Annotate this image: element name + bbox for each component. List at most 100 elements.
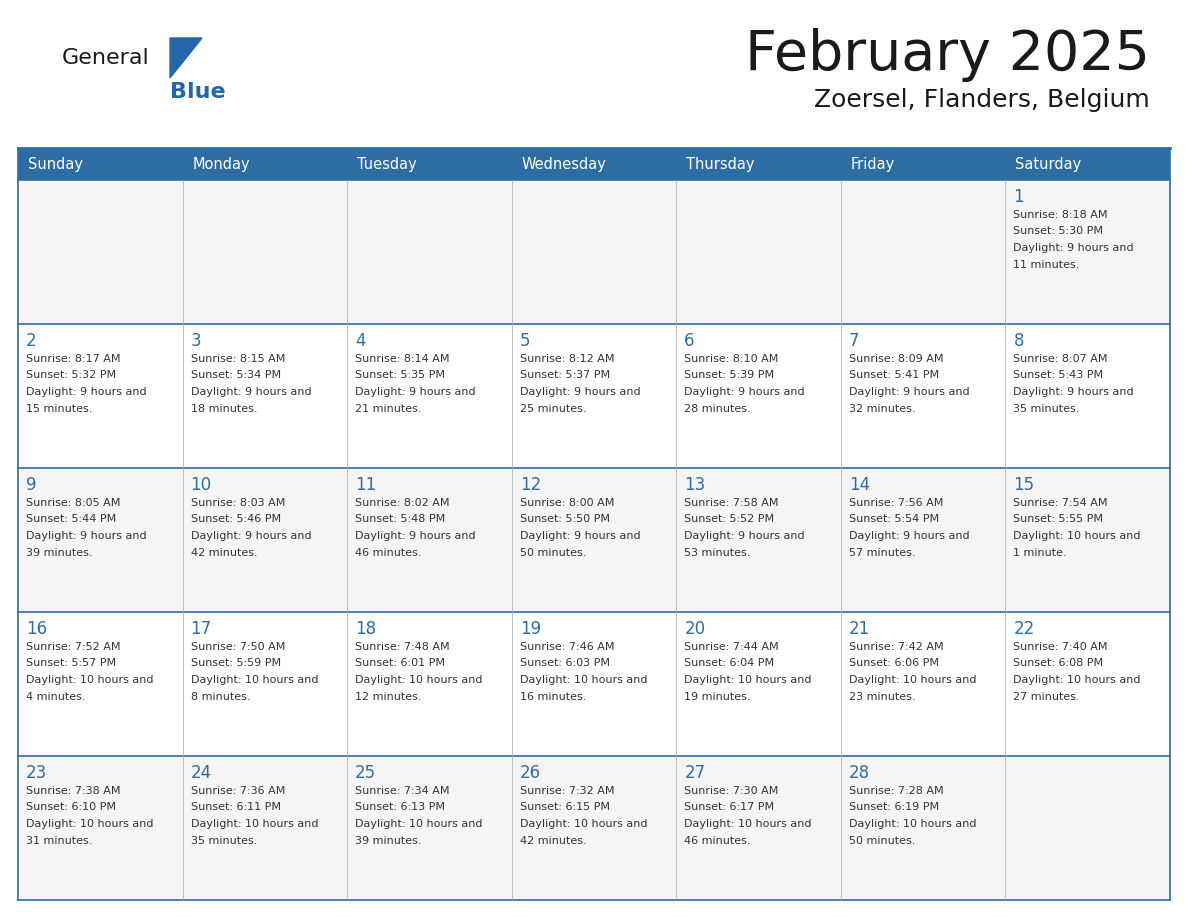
- Text: Daylight: 10 hours and: Daylight: 10 hours and: [1013, 531, 1140, 541]
- Text: Sunset: 5:52 PM: Sunset: 5:52 PM: [684, 514, 775, 524]
- Text: Sunset: 6:10 PM: Sunset: 6:10 PM: [26, 802, 116, 812]
- Text: Sunrise: 7:40 AM: Sunrise: 7:40 AM: [1013, 642, 1108, 652]
- Bar: [18, 148, 183, 180]
- Text: Sunset: 6:13 PM: Sunset: 6:13 PM: [355, 802, 446, 812]
- Text: Sunrise: 8:18 AM: Sunrise: 8:18 AM: [1013, 210, 1108, 220]
- Text: Tuesday: Tuesday: [358, 156, 417, 172]
- Text: Thursday: Thursday: [687, 156, 754, 172]
- Text: 18: 18: [355, 620, 377, 638]
- Text: 16 minutes.: 16 minutes.: [519, 691, 586, 701]
- Bar: [183, 148, 347, 180]
- Text: Daylight: 10 hours and: Daylight: 10 hours and: [355, 819, 482, 829]
- Bar: [18, 324, 1170, 468]
- Text: 39 minutes.: 39 minutes.: [355, 835, 422, 845]
- Text: Monday: Monday: [192, 156, 251, 172]
- Text: Sunset: 5:43 PM: Sunset: 5:43 PM: [1013, 371, 1104, 380]
- Text: 35 minutes.: 35 minutes.: [190, 835, 257, 845]
- Text: 15: 15: [1013, 476, 1035, 494]
- Text: 6: 6: [684, 332, 695, 350]
- Text: 4: 4: [355, 332, 366, 350]
- Text: Saturday: Saturday: [1016, 156, 1082, 172]
- Text: Sunset: 5:35 PM: Sunset: 5:35 PM: [355, 371, 446, 380]
- Text: Sunset: 5:54 PM: Sunset: 5:54 PM: [849, 514, 939, 524]
- Text: Sunrise: 8:05 AM: Sunrise: 8:05 AM: [26, 498, 120, 508]
- Bar: [18, 468, 1170, 612]
- Text: 21: 21: [849, 620, 870, 638]
- Text: Sunrise: 7:56 AM: Sunrise: 7:56 AM: [849, 498, 943, 508]
- Text: Sunset: 5:37 PM: Sunset: 5:37 PM: [519, 371, 609, 380]
- Text: Zoersel, Flanders, Belgium: Zoersel, Flanders, Belgium: [814, 88, 1150, 112]
- Text: Daylight: 9 hours and: Daylight: 9 hours and: [849, 531, 969, 541]
- Text: Sunrise: 7:34 AM: Sunrise: 7:34 AM: [355, 786, 449, 796]
- Text: 12 minutes.: 12 minutes.: [355, 691, 422, 701]
- Text: 16: 16: [26, 620, 48, 638]
- Text: Sunset: 6:04 PM: Sunset: 6:04 PM: [684, 658, 775, 668]
- Text: Sunrise: 8:02 AM: Sunrise: 8:02 AM: [355, 498, 449, 508]
- Text: Daylight: 9 hours and: Daylight: 9 hours and: [849, 387, 969, 397]
- Text: Daylight: 10 hours and: Daylight: 10 hours and: [684, 675, 811, 685]
- Text: Daylight: 10 hours and: Daylight: 10 hours and: [849, 675, 977, 685]
- Text: 11: 11: [355, 476, 377, 494]
- Text: 18 minutes.: 18 minutes.: [190, 404, 257, 413]
- Text: Sunrise: 8:00 AM: Sunrise: 8:00 AM: [519, 498, 614, 508]
- Text: Sunrise: 7:44 AM: Sunrise: 7:44 AM: [684, 642, 779, 652]
- Text: Sunset: 5:57 PM: Sunset: 5:57 PM: [26, 658, 116, 668]
- Text: Sunday: Sunday: [29, 156, 83, 172]
- Text: Sunset: 6:08 PM: Sunset: 6:08 PM: [1013, 658, 1104, 668]
- Text: February 2025: February 2025: [745, 28, 1150, 82]
- Text: Sunset: 5:30 PM: Sunset: 5:30 PM: [1013, 227, 1104, 237]
- Text: Sunrise: 7:46 AM: Sunrise: 7:46 AM: [519, 642, 614, 652]
- Text: 15 minutes.: 15 minutes.: [26, 404, 93, 413]
- Bar: [18, 180, 1170, 324]
- Text: 46 minutes.: 46 minutes.: [355, 547, 422, 557]
- Text: Sunrise: 7:52 AM: Sunrise: 7:52 AM: [26, 642, 120, 652]
- Text: 42 minutes.: 42 minutes.: [190, 547, 257, 557]
- Text: Sunset: 6:03 PM: Sunset: 6:03 PM: [519, 658, 609, 668]
- Text: Daylight: 9 hours and: Daylight: 9 hours and: [190, 387, 311, 397]
- Text: Sunrise: 7:48 AM: Sunrise: 7:48 AM: [355, 642, 450, 652]
- Text: Daylight: 10 hours and: Daylight: 10 hours and: [684, 819, 811, 829]
- Bar: [841, 148, 1005, 180]
- Text: Daylight: 10 hours and: Daylight: 10 hours and: [26, 675, 153, 685]
- Text: 50 minutes.: 50 minutes.: [519, 547, 586, 557]
- Text: 25 minutes.: 25 minutes.: [519, 404, 586, 413]
- Text: Sunset: 6:19 PM: Sunset: 6:19 PM: [849, 802, 939, 812]
- Text: Daylight: 10 hours and: Daylight: 10 hours and: [26, 819, 153, 829]
- Text: Sunset: 6:17 PM: Sunset: 6:17 PM: [684, 802, 775, 812]
- Text: 24: 24: [190, 764, 211, 782]
- Text: Daylight: 9 hours and: Daylight: 9 hours and: [190, 531, 311, 541]
- Text: Sunrise: 7:38 AM: Sunrise: 7:38 AM: [26, 786, 120, 796]
- Text: Wednesday: Wednesday: [522, 156, 607, 172]
- Text: 8 minutes.: 8 minutes.: [190, 691, 249, 701]
- Text: 11 minutes.: 11 minutes.: [1013, 260, 1080, 270]
- Text: 5: 5: [519, 332, 530, 350]
- Text: Sunrise: 8:14 AM: Sunrise: 8:14 AM: [355, 354, 449, 364]
- Text: 13: 13: [684, 476, 706, 494]
- Text: 19 minutes.: 19 minutes.: [684, 691, 751, 701]
- Bar: [1005, 148, 1170, 180]
- Text: Sunrise: 7:28 AM: Sunrise: 7:28 AM: [849, 786, 943, 796]
- Text: 20: 20: [684, 620, 706, 638]
- Text: Sunrise: 7:36 AM: Sunrise: 7:36 AM: [190, 786, 285, 796]
- Text: Daylight: 9 hours and: Daylight: 9 hours and: [684, 531, 805, 541]
- Text: Daylight: 9 hours and: Daylight: 9 hours and: [355, 531, 475, 541]
- Text: 10: 10: [190, 476, 211, 494]
- Text: Sunrise: 8:03 AM: Sunrise: 8:03 AM: [190, 498, 285, 508]
- Bar: [347, 148, 512, 180]
- Text: 8: 8: [1013, 332, 1024, 350]
- Text: 50 minutes.: 50 minutes.: [849, 835, 915, 845]
- Text: Daylight: 10 hours and: Daylight: 10 hours and: [1013, 675, 1140, 685]
- Text: Sunset: 5:48 PM: Sunset: 5:48 PM: [355, 514, 446, 524]
- Text: 21 minutes.: 21 minutes.: [355, 404, 422, 413]
- Text: 28: 28: [849, 764, 870, 782]
- Text: 1 minute.: 1 minute.: [1013, 547, 1067, 557]
- Text: 25: 25: [355, 764, 377, 782]
- Text: 57 minutes.: 57 minutes.: [849, 547, 916, 557]
- Text: 42 minutes.: 42 minutes.: [519, 835, 587, 845]
- Text: Sunset: 6:11 PM: Sunset: 6:11 PM: [190, 802, 280, 812]
- Polygon shape: [170, 38, 202, 78]
- Text: Daylight: 10 hours and: Daylight: 10 hours and: [355, 675, 482, 685]
- Text: 23: 23: [26, 764, 48, 782]
- Text: Sunrise: 7:54 AM: Sunrise: 7:54 AM: [1013, 498, 1108, 508]
- Text: 12: 12: [519, 476, 541, 494]
